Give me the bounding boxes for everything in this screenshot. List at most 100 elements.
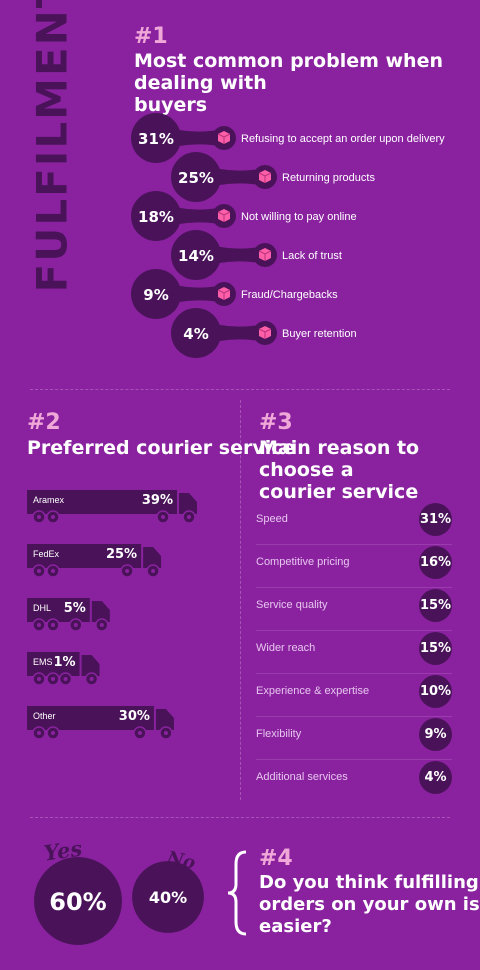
- box-icon: [217, 287, 231, 300]
- reason-divider: [256, 587, 452, 588]
- truck-cab: [81, 655, 100, 676]
- section4-question-line3: easier?: [259, 916, 332, 937]
- reason-divider: [256, 544, 452, 545]
- section1-title-line1: Most common problem when dealing with: [134, 50, 444, 94]
- brace-icon: [227, 850, 247, 936]
- courier-value: 1%: [53, 655, 75, 670]
- reason-label: Experience & expertise: [256, 685, 370, 697]
- section2-number: #2: [27, 410, 61, 435]
- reason-label: Competitive pricing: [256, 556, 350, 568]
- courier-label: DHL: [33, 603, 51, 613]
- problem-bubble: [171, 152, 221, 202]
- reason-value: 9%: [419, 718, 452, 751]
- reason-row: Flexibility 9%: [256, 716, 452, 760]
- section4-question-line2: orders on your own is: [259, 894, 480, 915]
- reason-row: Competitive pricing 16%: [256, 544, 452, 588]
- truck-hub: [51, 623, 55, 627]
- truck-cab: [91, 601, 110, 622]
- courier-label: Other: [33, 711, 56, 721]
- no-value: 40%: [149, 888, 187, 907]
- truck-hub: [37, 623, 41, 627]
- truck-trailer: [27, 544, 142, 563]
- courier-value: 25%: [106, 547, 137, 562]
- problem-value: 18%: [138, 208, 174, 226]
- truck-hub: [37, 731, 41, 735]
- reason-divider: [256, 630, 452, 631]
- reason-value: 4%: [419, 761, 452, 794]
- problem-bubble: [131, 113, 181, 163]
- truck-chassis: [27, 725, 154, 730]
- truck-hub: [125, 569, 130, 573]
- truck-chassis: [27, 509, 177, 514]
- reason-label: Additional services: [256, 771, 348, 783]
- reason-divider: [256, 759, 452, 760]
- courier-value: 5%: [64, 601, 86, 616]
- truck-hub: [163, 731, 168, 735]
- problems-chart: 31% Refusing to accept an order upon deli…: [131, 113, 445, 358]
- reason-row: Wider reach 15%: [256, 630, 452, 674]
- truck-hub: [37, 515, 41, 519]
- section3-title-line2: courier service: [259, 481, 419, 503]
- reason-value: 15%: [419, 589, 452, 622]
- box-icon: [258, 170, 272, 183]
- problem-bubble: [131, 191, 181, 241]
- reason-label: Flexibility: [256, 728, 302, 740]
- problem-label: Returning products: [282, 172, 375, 184]
- truck-hub: [187, 515, 191, 519]
- truck-hub: [51, 731, 55, 735]
- truck-chassis: [27, 617, 90, 622]
- problem-bubble: [171, 230, 221, 280]
- section3-title-line1: Main reason to choose a: [259, 437, 420, 481]
- reason-label: Service quality: [256, 599, 328, 611]
- reason-value: 31%: [419, 503, 452, 536]
- truck-chassis: [27, 563, 142, 568]
- problem-label: Fraud/Chargebacks: [241, 289, 338, 301]
- section4-question: Do you think fulfilling orders on your o…: [259, 872, 480, 938]
- courier-label: FedEx: [33, 549, 60, 559]
- reason-value: 16%: [419, 546, 452, 579]
- truck-trailer: [27, 706, 154, 725]
- reason-value: 15%: [419, 632, 452, 665]
- problem-value: 4%: [183, 325, 208, 343]
- divider-top: [30, 389, 450, 390]
- reason-label: Speed: [256, 513, 288, 525]
- problem-label: Refusing to accept an order upon deliver…: [241, 133, 445, 145]
- yes-label: Yes: [42, 836, 84, 866]
- truck-hub: [73, 623, 78, 627]
- box-icon: [217, 209, 231, 222]
- reason-value: 10%: [419, 675, 452, 708]
- reason-row: Speed 31%: [256, 501, 452, 545]
- box-icon: [217, 131, 231, 144]
- box-icon: [258, 248, 272, 261]
- yes-bubble: [34, 857, 122, 945]
- reason-row: Service quality 15%: [256, 587, 452, 631]
- problem-value: 31%: [138, 130, 174, 148]
- truck-hub: [99, 623, 104, 627]
- reason-row: Additional services 4%: [256, 759, 452, 799]
- no-bubble: [132, 861, 204, 933]
- courier-value: 39%: [142, 493, 173, 508]
- truck-trailer: [27, 490, 177, 509]
- section4-question-line1: Do you think fulfilling: [259, 872, 479, 893]
- section1-title: Most common problem when dealing with bu…: [134, 50, 480, 116]
- section3-title: Main reason to choose a courier service: [259, 437, 480, 503]
- truck-hub: [37, 677, 41, 681]
- problem-bubble: [171, 308, 221, 358]
- truck-hub: [37, 569, 41, 573]
- truck-hub: [89, 677, 94, 681]
- section2-title: Preferred courier service: [27, 437, 296, 459]
- courier-value: 30%: [119, 709, 150, 724]
- truck-cab: [143, 547, 162, 568]
- section4-number: #4: [259, 846, 293, 871]
- truck-trailer: [27, 652, 80, 671]
- yes-value: 60%: [49, 888, 106, 916]
- section3-number: #3: [259, 410, 293, 435]
- problem-bubble: [131, 269, 181, 319]
- truck-hub: [151, 569, 156, 573]
- truck-cab: [179, 493, 197, 514]
- reason-row: Experience & expertise 10%: [256, 673, 452, 717]
- courier-label: Aramex: [33, 495, 65, 505]
- truck-hub: [51, 569, 55, 573]
- truck-cab: [155, 709, 174, 730]
